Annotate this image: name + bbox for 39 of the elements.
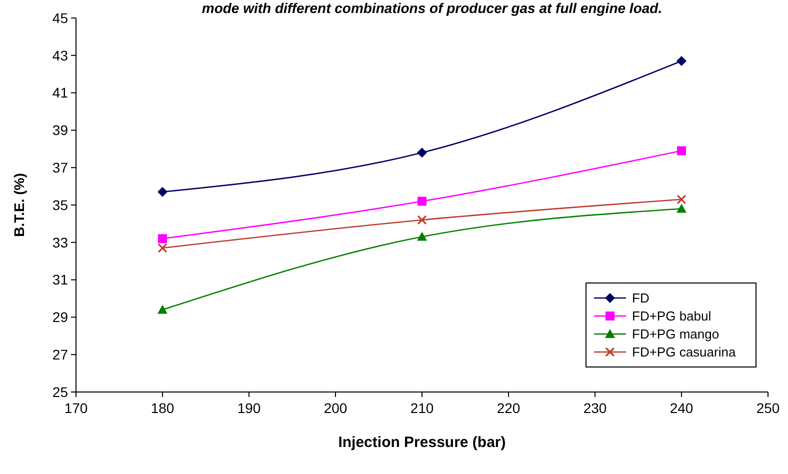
point <box>676 204 686 213</box>
y-tick-label: 41 <box>52 84 68 101</box>
x-axis-title: Injection Pressure (bar) <box>338 434 506 451</box>
point <box>418 196 426 206</box>
legend-label: FD+PG mango <box>632 326 720 342</box>
point <box>676 194 686 204</box>
y-axis-title: B.T.E. (%) <box>11 173 27 237</box>
legend-label: FD+PG casuarina <box>632 344 736 360</box>
x-tick-label: 240 <box>670 400 694 416</box>
y-tick-label: 45 <box>52 10 68 26</box>
x-tick-label: 190 <box>237 400 261 416</box>
y-tick-label: 25 <box>52 384 68 400</box>
x-tick-label: 200 <box>324 400 348 416</box>
legend-label: FD <box>632 290 650 306</box>
x-tick-label: 230 <box>583 400 607 416</box>
y-tick-label: 33 <box>52 234 68 250</box>
y-tick-label: 39 <box>52 122 68 138</box>
y-tick-label: 35 <box>52 196 68 213</box>
point <box>158 186 168 197</box>
x-tick-label: 170 <box>64 400 88 416</box>
point <box>676 56 686 66</box>
y-tick-label: 43 <box>52 47 68 64</box>
point <box>158 243 168 253</box>
legend-label: FD+PG babul <box>632 308 712 324</box>
x-tick-label: 220 <box>496 400 520 416</box>
y-tick-label: 31 <box>52 272 68 288</box>
y-tick-label: 27 <box>52 346 68 362</box>
chart-title: mode with different combinations of producer gas at full engine load. <box>202 0 662 16</box>
point <box>677 146 686 156</box>
point <box>417 215 427 225</box>
point <box>158 304 168 314</box>
point <box>417 232 427 241</box>
x-tick-label: 250 <box>756 400 780 416</box>
x-tick-label: 210 <box>410 400 434 416</box>
y-tick-label: 37 <box>52 160 68 176</box>
y-tick-label: 29 <box>52 309 68 326</box>
point <box>158 234 167 244</box>
point <box>417 148 427 158</box>
x-tick-label: 180 <box>150 400 174 416</box>
